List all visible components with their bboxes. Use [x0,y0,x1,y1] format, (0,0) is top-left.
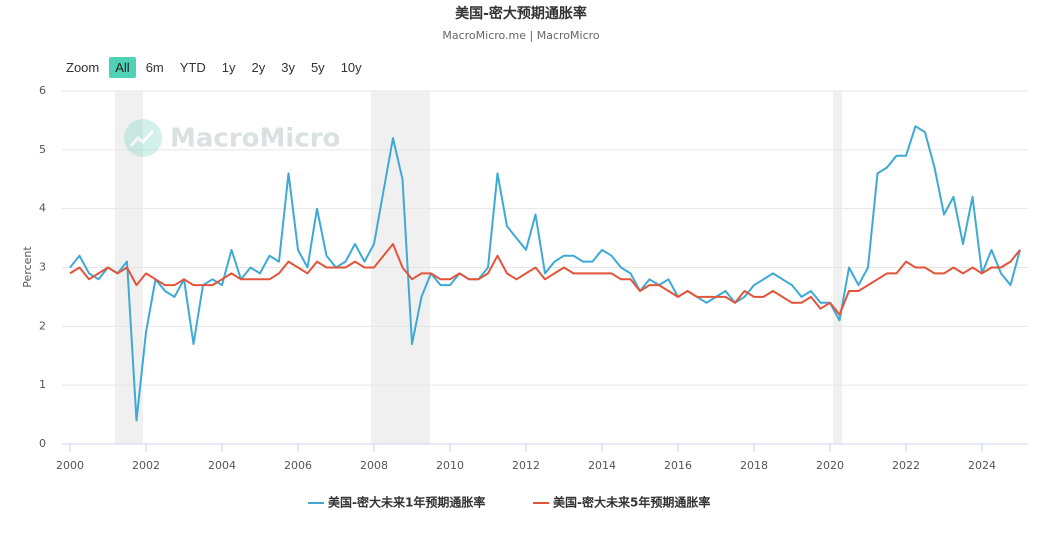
zoom-button[interactable]: 1y [221,60,236,75]
zoom-button[interactable]: 3y [281,60,295,75]
zoom-label: Zoom [66,60,100,75]
range-selector: Zoom All 6m YTD 1y 2y 3y 5y 10y [60,57,372,78]
x-tick-label: 2024 [968,459,996,472]
x-tick-label: 2020 [816,459,844,472]
y-tick-label: 2 [39,319,46,332]
y-tick-label: 5 [39,143,46,156]
legend-label: 美国-密大未来1年预期通胀率 [328,495,485,510]
legend-label: 美国-密大未来5年预期通胀率 [553,495,710,510]
y-tick-label: 1 [39,378,46,391]
x-tick-label: 2002 [132,459,160,472]
y-axis-title: Percent [21,246,34,288]
zoom-button[interactable]: YTD [179,60,206,75]
zoom-button[interactable]: All [109,57,136,78]
zoom-button[interactable]: 6m [145,60,164,75]
y-tick-label: 4 [39,202,46,215]
x-tick-label: 2006 [284,459,312,472]
x-tick-label: 2004 [208,459,236,472]
x-tick-label: 2022 [892,459,920,472]
x-tick-label: 2014 [588,459,616,472]
zoom-button[interactable]: 10y [340,60,362,75]
x-tick-label: 2016 [664,459,692,472]
chart-title: 美国-密大预期通胀率 [455,5,587,22]
series-line [69,243,1021,316]
x-tick-label: 2000 [56,459,84,472]
zoom-button[interactable]: 2y [251,60,266,75]
watermark: MacroMicro [124,119,340,157]
x-tick-label: 2008 [360,459,388,472]
x-tick-label: 2012 [512,459,540,472]
legend-item[interactable]: 美国-密大未来5年预期通胀率 [533,495,710,510]
x-tick-label: 2018 [740,459,768,472]
legend-item[interactable]: 美国-密大未来1年预期通胀率 [308,495,485,510]
x-tick-label: 2010 [436,459,464,472]
y-tick-label: 0 [39,437,46,450]
y-tick-label: 6 [39,84,46,97]
chart-subtitle: MacroMicro.me | MacroMicro [442,29,600,42]
series-line [69,125,1021,422]
y-tick-label: 3 [39,261,46,274]
zoom-button[interactable]: 5y [310,60,325,75]
watermark-text: MacroMicro [170,124,340,154]
